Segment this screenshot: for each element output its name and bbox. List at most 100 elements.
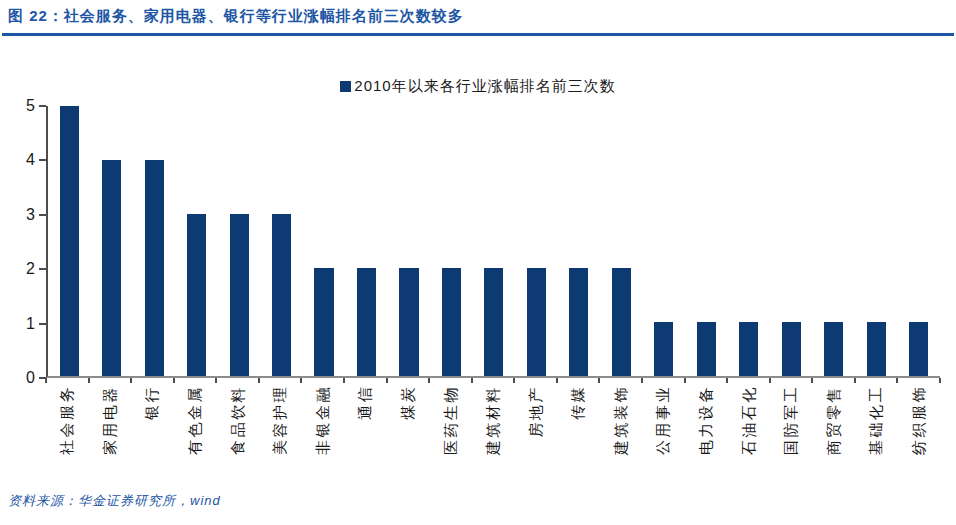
x-label-cell: 基础化工 [855,385,898,485]
source-note: 资料来源：华金证券研究所，wind [8,492,221,510]
legend-swatch [340,81,351,92]
bar [102,160,121,376]
bar [739,322,758,376]
bar-slot [855,106,897,376]
y-axis-tick [39,323,46,325]
x-axis-tick [811,378,813,383]
bar [569,268,588,376]
x-label-cell: 非银金融 [301,385,344,485]
x-axis-label: 非银金融 [314,385,331,455]
x-axis-tick [343,378,345,383]
y-axis-label: 3 [26,207,35,223]
x-axis-tick [173,378,175,383]
bar-slot [430,106,472,376]
x-label-cell: 纺织服饰 [898,385,941,485]
x-label-cell: 美容护理 [259,385,302,485]
bar [357,268,376,376]
plot-area [46,106,940,378]
y-axis-tick [39,159,46,161]
x-label-cell: 社会服务 [46,385,89,485]
x-axis-label: 美容护理 [271,385,288,455]
bar [442,268,461,376]
bar [697,322,716,376]
x-axis-label: 国防军工 [782,385,799,455]
x-label-cell: 家用电器 [89,385,132,485]
x-axis-label: 传媒 [569,385,586,420]
bar-slot [260,106,302,376]
x-axis-tick [258,378,260,383]
bar [60,106,79,376]
bar [187,214,206,376]
x-axis-tick [45,378,47,383]
x-axis-tick [684,378,686,383]
bar [230,214,249,376]
y-axis-tick [39,268,46,270]
x-axis-tick [854,378,856,383]
bar-slot [345,106,387,376]
x-axis-label: 煤炭 [399,385,416,420]
y-axis-tick [39,105,46,107]
x-label-cell: 公用事业 [642,385,685,485]
x-label-cell: 建筑材料 [472,385,515,485]
bar-slot [770,106,812,376]
x-axis-tick [428,378,430,383]
x-label-cell: 有色金属 [174,385,217,485]
bar [272,214,291,376]
bar [314,268,333,376]
x-axis-label: 商贸零售 [825,385,842,455]
x-axis-label: 建筑材料 [484,385,501,455]
x-label-cell: 医药生物 [429,385,472,485]
x-axis-tick [598,378,600,383]
x-axis-label: 有色金属 [186,385,203,455]
bar [612,268,631,376]
x-axis-label: 房地产 [527,385,544,438]
x-axis-tick [939,378,941,383]
x-label-cell: 国防军工 [770,385,813,485]
y-axis-label: 2 [26,261,35,277]
bar-slot [175,106,217,376]
bar [399,268,418,376]
x-axis-label: 家用电器 [101,385,118,455]
x-axis-tick [130,378,132,383]
x-axis-tick [215,378,217,383]
x-label-cell: 通信 [344,385,387,485]
x-axis-label: 石油石化 [740,385,757,455]
bar [824,322,843,376]
chart-legend: 2010年以来各行业涨幅排名前三次数 [0,77,956,95]
bar [909,322,928,376]
x-axis-tick [88,378,90,383]
legend-label: 2010年以来各行业涨幅排名前三次数 [354,77,615,96]
x-label-cell: 商贸零售 [812,385,855,485]
bar-slot [643,106,685,376]
x-label-cell: 传媒 [557,385,600,485]
x-axis-tick [641,378,643,383]
y-axis-label: 5 [26,98,35,114]
y-axis-label: 1 [26,316,35,332]
x-axis-tick [471,378,473,383]
x-label-cell: 建筑装饰 [600,385,643,485]
x-label-cell: 房地产 [514,385,557,485]
y-axis-label: 4 [26,152,35,168]
bar-slot [90,106,132,376]
bar-slot [48,106,90,376]
bar-slot [728,106,770,376]
x-label-cell: 食品饮料 [216,385,259,485]
bar [527,268,546,376]
bar-slot [303,106,345,376]
figure-title: 图 22：社会服务、家用电器、银行等行业涨幅排名前三次数较多 [8,7,464,26]
y-axis-tick [39,214,46,216]
bar [867,322,886,376]
x-axis-label: 通信 [356,385,373,420]
x-label-cell: 银行 [131,385,174,485]
x-axis-label: 基础化工 [867,385,884,455]
bar-slot [515,106,557,376]
title-divider [2,33,954,36]
bar-slot [897,106,939,376]
x-axis-label: 纺织服饰 [910,385,927,455]
bar [145,160,164,376]
bar-slot [473,106,515,376]
x-axis-tick [386,378,388,383]
x-label-cell: 石油石化 [727,385,770,485]
x-axis-label: 银行 [143,385,160,420]
x-axis-tick [556,378,558,383]
